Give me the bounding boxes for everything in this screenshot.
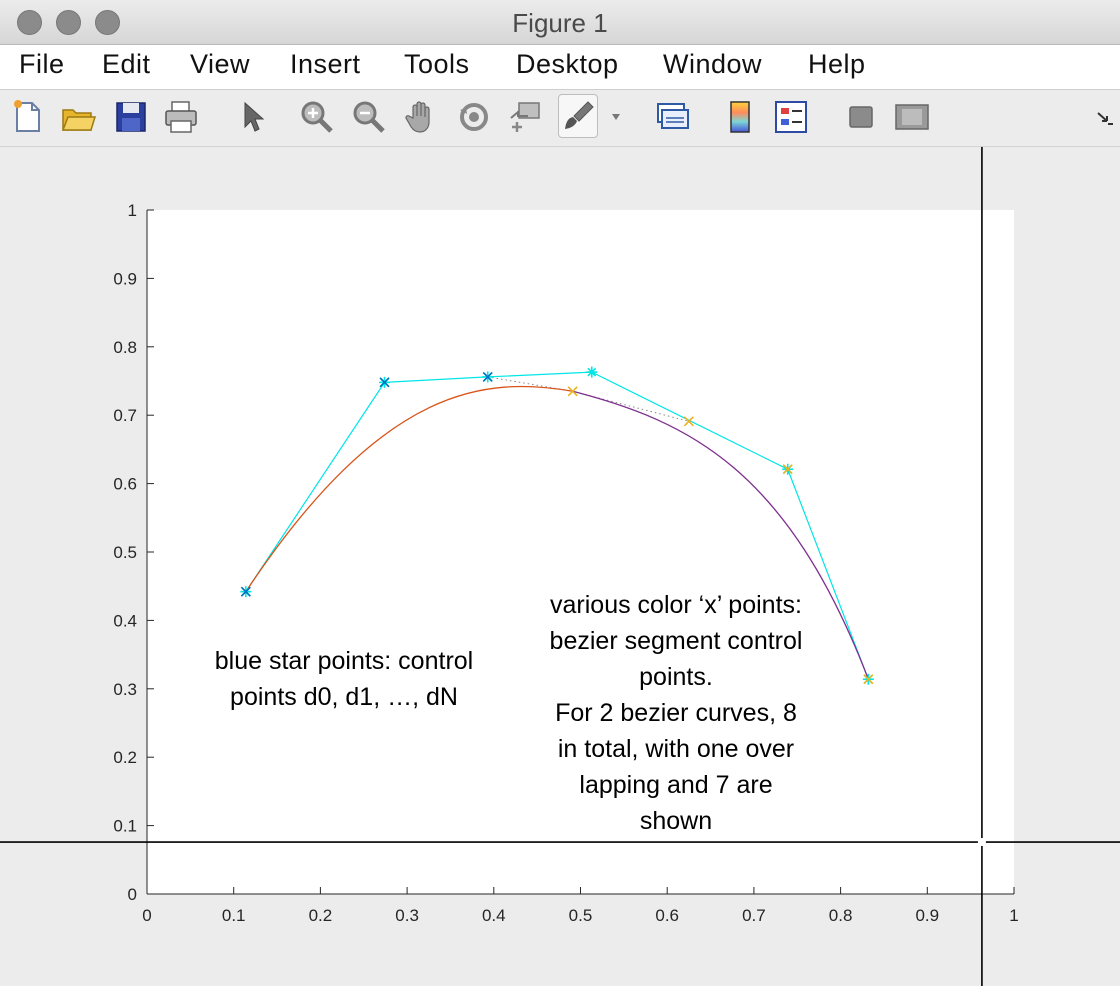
bezier-control-point-x: [240, 586, 251, 597]
x-stroke: [379, 377, 390, 388]
x-tick-label: 0.8: [829, 906, 853, 925]
figure-toolbar: [0, 90, 1120, 147]
markers-layer: [240, 366, 874, 685]
axes-layer: 0 0.1 0.2 0.3 0.4 0.5 0.6 0.7 0.8 0.9 1 0 0.1 0.2 0.3 0…: [113, 201, 1018, 925]
link-plot-icon[interactable]: [653, 98, 691, 136]
show-plot-tools-icon[interactable]: [892, 98, 930, 136]
x-tick-label: 0.1: [222, 906, 246, 925]
menu-desktop[interactable]: Desktop: [516, 49, 619, 79]
annotation-right-line: bezier segment control: [549, 627, 803, 655]
x-stroke: [683, 416, 694, 427]
x-tick-label: 0.2: [309, 906, 333, 925]
rotate-3d-icon[interactable]: [455, 98, 493, 136]
pointer-arrow-icon[interactable]: [232, 98, 270, 136]
bezier-control-point-x: [782, 464, 793, 475]
dock-arrow-icon[interactable]: [1096, 110, 1114, 126]
menu-tools[interactable]: Tools: [404, 49, 470, 79]
menu-view[interactable]: View: [190, 49, 251, 79]
menu-bar: File Edit View Insert Tools Desktop Wind…: [0, 45, 1120, 90]
menu-edit[interactable]: Edit: [102, 49, 151, 79]
x-stroke: [863, 674, 874, 685]
annotation-right-line: For 2 bezier curves, 8: [555, 699, 797, 727]
data-cursor-icon[interactable]: [507, 98, 545, 136]
y-tick-label: 0.4: [113, 611, 137, 630]
brush-icon: [565, 101, 594, 129]
zoom-out-icon[interactable]: [350, 98, 388, 136]
bezier-control-point-x: [863, 674, 874, 685]
annotation-left-line: points d0, d1, …, dN: [230, 683, 458, 711]
control-point-star: [586, 366, 598, 378]
legend-icon[interactable]: [772, 98, 810, 136]
annotation-left-line: blue star points: control: [214, 647, 474, 675]
brush-dropdown-icon[interactable]: [609, 112, 623, 122]
y-tick-label: 0.8: [113, 338, 137, 357]
control-polygon-line: [245, 371, 869, 680]
crosshair-layer: [0, 147, 1120, 986]
bezier-control-point-x: [567, 386, 578, 397]
x-tick-label: 0.4: [482, 906, 506, 925]
window-title: Figure 1: [512, 8, 608, 38]
figure-canvas: 0 0.1 0.2 0.3 0.4 0.5 0.6 0.7 0.8 0.9 1 0 0.1 0.2 0.3 0…: [0, 147, 1120, 986]
menu-insert[interactable]: Insert: [290, 49, 361, 79]
hide-plot-tools-icon[interactable]: [841, 98, 879, 136]
window-titlebar: Figure 1: [0, 0, 1120, 45]
bezier-curve-2: [572, 390, 869, 680]
y-tick-label: 0: [128, 885, 137, 904]
annotation-right-line: various color ‘x’ points:: [550, 591, 802, 619]
annotation-bezier-points: various color ‘x’ points: bezier segment…: [518, 587, 834, 839]
x-tick-label: 0.7: [742, 906, 766, 925]
minimize-window-button[interactable]: [56, 10, 81, 35]
y-tick-label: 0.1: [113, 817, 137, 836]
annotation-right-line: points.: [639, 663, 713, 691]
axes-background: [147, 210, 1014, 894]
menu-file[interactable]: File: [19, 49, 65, 79]
menu-window[interactable]: Window: [663, 49, 763, 79]
annotation-right-line: shown: [639, 807, 713, 835]
annotation-control-points: blue star points: control points d0, d1,…: [190, 643, 498, 715]
bezier-control-point-x: [482, 371, 493, 382]
x-tick-label: 0.3: [395, 906, 419, 925]
x-tick-label: 0.6: [655, 906, 679, 925]
x-stroke: [240, 586, 251, 597]
y-tick-label: 0.6: [113, 475, 137, 494]
x-stroke: [782, 464, 793, 475]
x-stroke: [482, 371, 493, 382]
y-tick-label: 0.5: [113, 543, 137, 562]
annotation-right-line: in total, with one over: [557, 735, 795, 763]
x-tick-label: 0: [142, 906, 151, 925]
star-stroke: [587, 367, 597, 377]
x-tick-label: 0.9: [915, 906, 939, 925]
colorbar-icon[interactable]: [721, 98, 759, 136]
annotation-right-line: lapping and 7 are: [579, 771, 773, 799]
y-tick-label: 0.9: [113, 269, 137, 288]
menu-help[interactable]: Help: [808, 49, 866, 79]
y-tick-label: 1: [128, 201, 137, 220]
zoom-in-icon[interactable]: [298, 98, 336, 136]
y-tick-label: 0.2: [113, 748, 137, 767]
axes-plot[interactable]: 0 0.1 0.2 0.3 0.4 0.5 0.6 0.7 0.8 0.9 1 0 0.1 0.2 0.3 0…: [0, 147, 1120, 986]
bezier-control-point-x: [379, 377, 390, 388]
close-window-button[interactable]: [17, 10, 42, 35]
x-tick-label: 1: [1009, 906, 1018, 925]
y-tick-label: 0.7: [113, 406, 137, 425]
x-tick-label: 0.5: [569, 906, 593, 925]
print-icon[interactable]: [162, 98, 200, 136]
y-tick-label: 0.3: [113, 680, 137, 699]
brush-toggle-button[interactable]: [558, 94, 598, 138]
bezier-control-point-x: [683, 416, 694, 427]
bezier-curve-1: [245, 385, 573, 593]
x-stroke: [567, 386, 578, 397]
zoom-window-button[interactable]: [95, 10, 120, 35]
new-figure-icon[interactable]: [9, 98, 47, 136]
pan-hand-icon[interactable]: [403, 98, 441, 136]
save-icon[interactable]: [112, 98, 150, 136]
open-folder-icon[interactable]: [59, 98, 97, 136]
